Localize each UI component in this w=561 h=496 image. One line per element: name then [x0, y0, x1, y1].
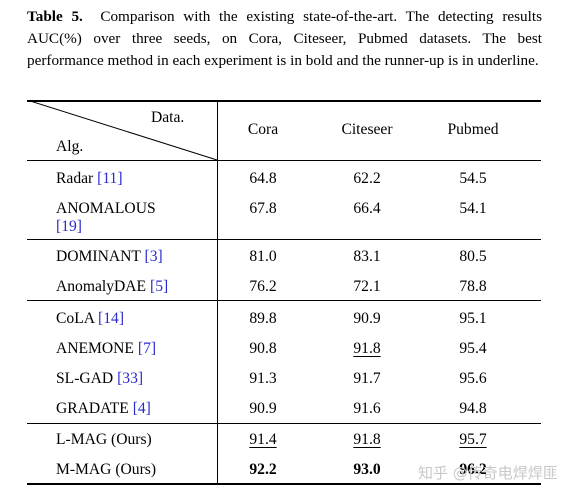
group-rule-3: [27, 423, 541, 424]
table-cell: 95.6: [459, 370, 487, 387]
table-row-slgad-name: SL-GAD [33]: [56, 370, 144, 387]
table-cell: 89.8: [249, 310, 277, 327]
table-caption: Table 5. Comparison with the existing st…: [27, 6, 542, 72]
table-cell: 62.2: [353, 170, 381, 187]
citation-link[interactable]: [3]: [144, 248, 163, 265]
table-cell-underlined: 91.8: [353, 340, 381, 357]
citation-link[interactable]: [19]: [56, 218, 82, 235]
table-cell: 81.0: [249, 248, 277, 265]
column-header-cora: Cora: [247, 121, 279, 138]
table-cell-underlined: 95.7: [459, 431, 487, 448]
table-row-anomalydae-name: AnomalyDAE [5]: [56, 278, 169, 295]
header-rule: [27, 160, 541, 161]
citation-link[interactable]: [5]: [150, 278, 169, 295]
table-cell: 91.7: [353, 370, 381, 387]
table-row-cola-name: CoLA [14]: [56, 310, 125, 327]
table-row-anomalous-name: ANOMALOUS: [56, 200, 156, 217]
caption-text: Comparison with the existing state-of-th…: [27, 8, 542, 69]
table-cell: 94.8: [459, 400, 487, 417]
table-cell-bold: 93.0: [353, 461, 381, 478]
table-cell: 54.5: [459, 170, 487, 187]
caption-label: Table 5.: [27, 8, 83, 25]
table-cell-bold: 92.2: [249, 461, 277, 478]
table-cell: 78.8: [459, 278, 487, 295]
group-rule-1: [27, 239, 541, 240]
header-data-label: Data.: [151, 109, 185, 126]
diagonal-header-line: [27, 100, 218, 161]
table-cell: 91.3: [249, 370, 277, 387]
group-rule-2: [27, 300, 541, 301]
citation-link[interactable]: [14]: [98, 310, 125, 327]
table-cell: 67.8: [249, 200, 277, 217]
column-header-pubmed: Pubmed: [447, 121, 499, 138]
table-cell-bold: 96.2: [459, 461, 487, 478]
table-row-mmag-name: M-MAG (Ours): [56, 461, 157, 478]
table-cell: 76.2: [249, 278, 277, 295]
table-cell: 91.6: [353, 400, 381, 417]
table-cell: 95.4: [459, 340, 487, 357]
citation-link[interactable]: [4]: [132, 400, 151, 417]
header-alg-label: Alg.: [56, 138, 84, 155]
table-cell: 90.9: [353, 310, 381, 327]
table-cell: 83.1: [353, 248, 381, 265]
table-row-lmag-name: L-MAG (Ours): [56, 431, 152, 448]
table-row-anemone-name: ANEMONE [7]: [56, 340, 157, 357]
table-cell: 80.5: [459, 248, 487, 265]
table-cell: 54.1: [459, 200, 487, 217]
watermark: 知乎 @传奇电焊焊匪: [418, 464, 558, 482]
bottom-rule: [27, 483, 541, 485]
table-cell: 64.8: [249, 170, 277, 187]
citation-link[interactable]: [33]: [117, 370, 144, 387]
table-row-gradate-name: GRADATE [4]: [56, 400, 151, 417]
table-row-radar-name: Radar [11]: [56, 170, 123, 187]
table-cell: 66.4: [353, 200, 381, 217]
citation-link[interactable]: [7]: [137, 340, 157, 357]
top-rule: [27, 100, 541, 102]
citation-link[interactable]: [11]: [97, 170, 123, 187]
table-cell-underlined: 91.4: [249, 431, 277, 448]
column-divider: [217, 100, 218, 484]
table-row-dominant-name: DOMINANT [3]: [56, 248, 163, 265]
column-header-citeseer: Citeseer: [341, 121, 393, 138]
table-cell: 90.8: [249, 340, 277, 357]
table-cell: 90.9: [249, 400, 277, 417]
table-cell: 95.1: [459, 310, 487, 327]
table-cell: 72.1: [353, 278, 381, 295]
table-cell-underlined: 91.8: [353, 431, 381, 448]
